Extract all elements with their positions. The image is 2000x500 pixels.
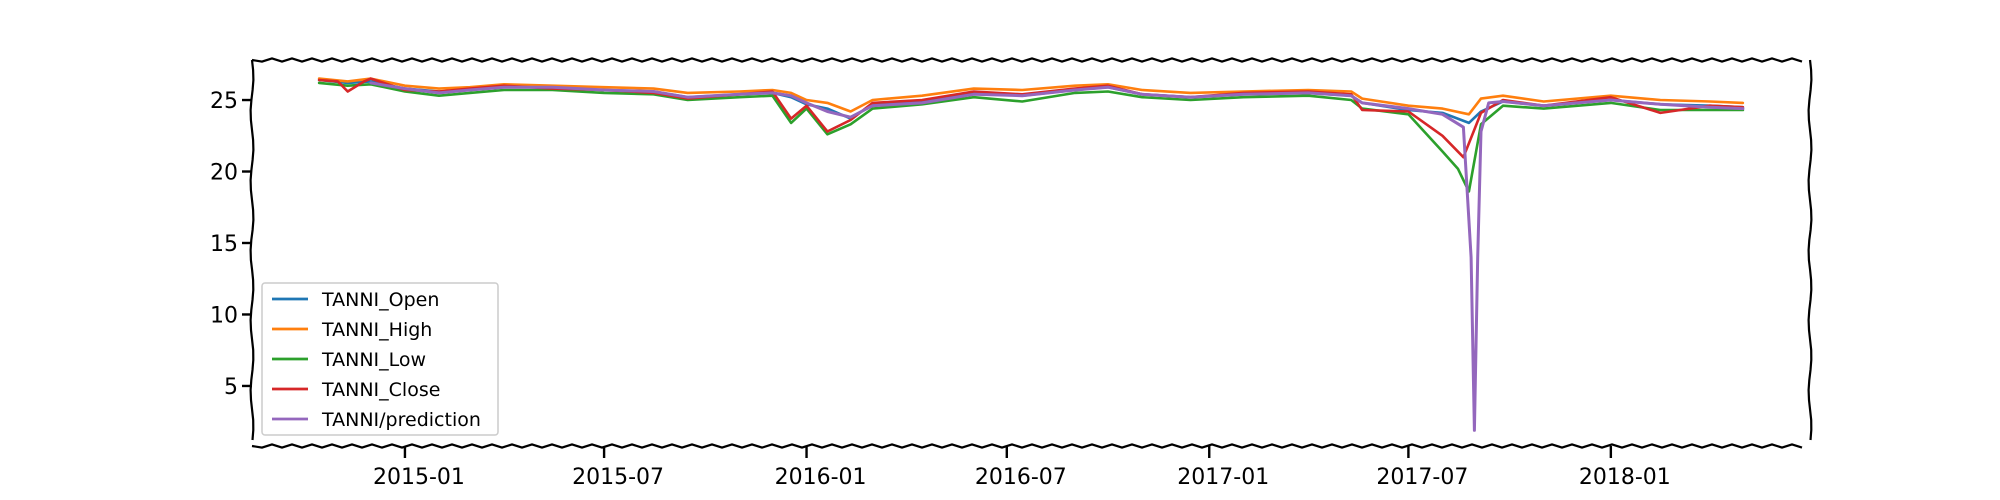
y-tick-label: 10: [210, 303, 238, 328]
series-line-tanni-low: [317, 81, 1745, 193]
y-tick-label: 5: [224, 375, 238, 400]
frame-bottom: [251, 443, 1803, 449]
series-line-tanni-prediction: [369, 81, 1745, 432]
x-tick-label: 2016-01: [775, 465, 867, 490]
y-axis: 5 10 15 20 25: [210, 89, 252, 400]
y-tick-label: 25: [210, 89, 238, 114]
x-tick-label: 2015-01: [373, 465, 465, 490]
legend-box: [261, 282, 499, 436]
x-tick-label: 2018-01: [1579, 465, 1671, 490]
series-line-tanni-high: [317, 77, 1745, 116]
legend: TANNI_Open TANNI_High TANNI_Low TANNI_Close…: [261, 282, 499, 436]
legend-label: TANNI/prediction: [321, 409, 481, 431]
y-tick-label: 15: [210, 232, 238, 257]
legend-label: TANNI_Open: [321, 289, 439, 311]
x-tick-label: 2015-07: [572, 465, 664, 490]
x-tick-label: 2017-01: [1177, 465, 1269, 490]
frame-top: [251, 57, 1803, 63]
legend-label: TANNI_High: [321, 319, 432, 341]
frame-left: [249, 59, 255, 441]
x-tick-label: 2016-07: [975, 465, 1067, 490]
x-axis: 2015-01 2015-07 2016-01 2016-07 2017-01 2017-…: [373, 446, 1671, 490]
y-tick-label: 20: [210, 161, 238, 186]
frame-right: [1807, 59, 1813, 441]
legend-label: TANNI_Low: [321, 349, 426, 371]
x-tick-label: 2017-07: [1376, 465, 1468, 490]
legend-label: TANNI_Close: [321, 379, 440, 401]
plot-area: [249, 57, 1813, 449]
